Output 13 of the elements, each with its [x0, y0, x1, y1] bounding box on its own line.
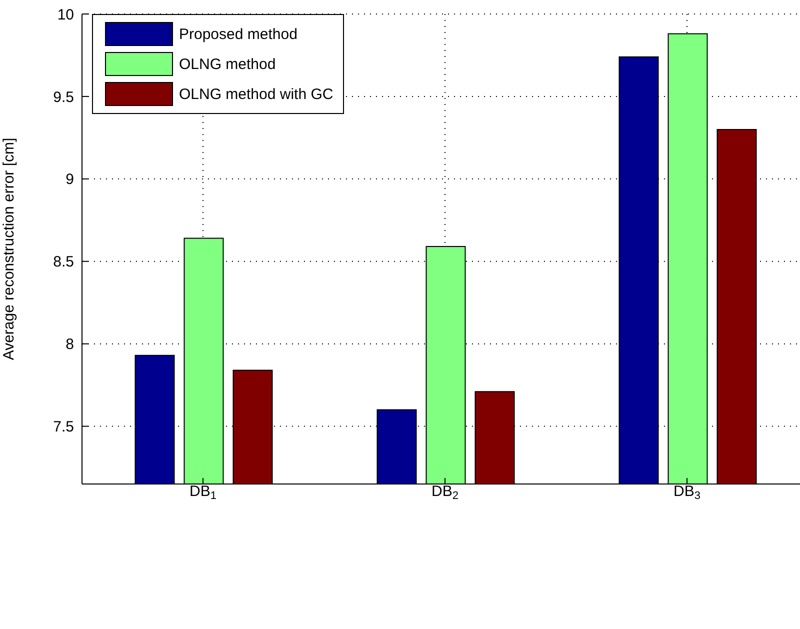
- y-axis-title: Average reconstruction error [cm]: [0, 138, 18, 360]
- legend-label: OLNG method: [179, 56, 276, 72]
- y-tick-label: 10: [57, 6, 74, 24]
- y-tick-label: 7.5: [53, 418, 74, 436]
- y-tick-label: 9: [66, 171, 74, 188]
- y-tick-label: 8.5: [53, 254, 74, 271]
- y-tick-label: 9.5: [53, 88, 74, 106]
- legend-label: OLNG method with GC: [179, 86, 334, 102]
- x-tick-label: DB$_{2}$: [432, 483, 458, 502]
- x-tick-label: DB$_{3}$: [674, 483, 700, 502]
- legend-label: Proposed method: [179, 26, 298, 42]
- x-tick-label: DB$_{1}$: [190, 483, 216, 502]
- y-tick-label: 8: [66, 336, 74, 354]
